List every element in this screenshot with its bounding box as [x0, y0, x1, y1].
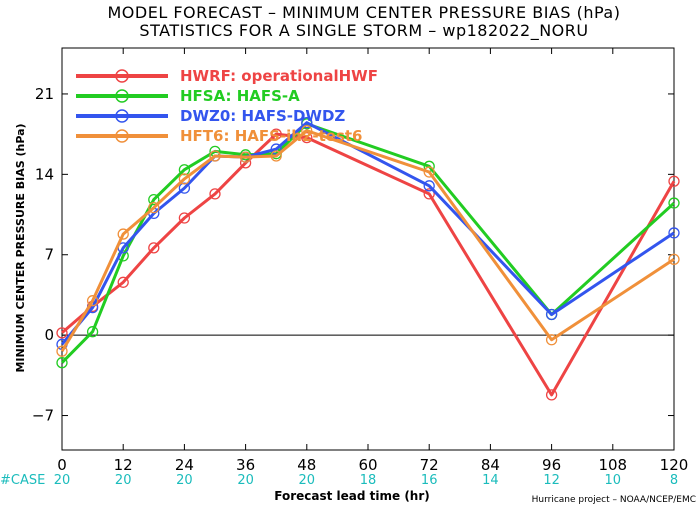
series-layer: [56, 117, 680, 401]
x-tick-label: 24: [175, 456, 194, 474]
x-tick-label: 48: [297, 456, 316, 474]
series-hwrf: [56, 128, 680, 401]
y-tick-label: 7: [44, 246, 54, 264]
case-count: 12: [543, 473, 560, 488]
data-point: [301, 125, 313, 137]
legend-marker: [115, 89, 129, 103]
data-point: [668, 197, 680, 209]
data-point: [178, 164, 191, 176]
y-tick-label: −7: [32, 407, 54, 425]
y-tick-label: 14: [35, 165, 54, 183]
data-point: [56, 345, 68, 357]
x-tick-label: 108: [598, 456, 627, 474]
data-point: [178, 173, 191, 185]
data-point: [117, 276, 129, 288]
case-count: 20: [237, 473, 254, 488]
data-point: [545, 389, 558, 401]
data-point: [423, 166, 435, 178]
data-point: [545, 308, 558, 321]
x-tick-label: 60: [358, 456, 377, 474]
legend-item: HFT6: HAFS-ih2-test6: [76, 127, 363, 145]
data-point: [668, 227, 680, 239]
x-tick-label: 96: [542, 456, 561, 474]
x-axis-label: Forecast lead time (hr): [274, 489, 430, 503]
series-hfsa: [56, 118, 680, 369]
case-count: 20: [299, 473, 316, 488]
data-point: [148, 242, 160, 254]
legend-label: HFSA: HAFS-A: [180, 87, 300, 105]
series-line: [60, 121, 675, 346]
data-point: [668, 253, 680, 265]
y-axis-label: MINIMUM CENTER PRESSURE BIAS (hPa): [14, 123, 27, 372]
case-count: 20: [176, 473, 193, 488]
data-point: [209, 188, 221, 200]
y-tick-label: 0: [44, 326, 54, 344]
data-point: [301, 117, 313, 129]
data-point: [239, 151, 252, 163]
case-count: 10: [605, 473, 622, 488]
legend-item: HFSA: HAFS-A: [76, 87, 300, 105]
case-count: 8: [670, 473, 678, 488]
case-counts: #CASE 20 20 20 20 20 18 16 14 12 10 8: [0, 473, 678, 488]
data-point: [545, 334, 558, 346]
legend-item: HWRF: operationalHWF: [76, 67, 378, 85]
case-count: 16: [421, 473, 438, 488]
data-point: [56, 327, 68, 339]
data-point: [270, 128, 282, 140]
series-line: [60, 129, 675, 352]
data-point: [86, 295, 99, 307]
legend-label: DWZ0: HAFS-DWDZ: [180, 107, 345, 125]
data-point: [56, 357, 68, 369]
x-tick-label: 120: [660, 456, 689, 474]
x-tick-label: 0: [57, 456, 67, 474]
case-count: 14: [482, 473, 499, 488]
legend-label: HWRF: operationalHWF: [180, 67, 378, 85]
legend-label: HFT6: HAFS-ih2-test6: [180, 127, 363, 145]
legend-item: DWZ0: HAFS-DWDZ: [76, 107, 345, 125]
data-point: [148, 193, 160, 206]
series-hft6: [56, 125, 680, 357]
series-line: [60, 122, 676, 364]
legend: HWRF: operationalHWF HFSA: HAFS-A DWZ0: HA…: [76, 67, 378, 145]
case-label: #CASE: [0, 473, 45, 488]
y-tick-label: 21: [35, 85, 54, 103]
series-line: [61, 132, 676, 397]
x-tick-label: 36: [236, 456, 255, 474]
x-tick-label: 72: [420, 456, 439, 474]
data-point: [209, 150, 221, 162]
case-count: 18: [360, 473, 377, 488]
data-point: [148, 202, 160, 214]
x-tick-label: 12: [114, 456, 133, 474]
data-point: [668, 175, 680, 187]
legend-marker: [115, 69, 129, 83]
axis-ticks: 0 12 24 36 48 60 72 84 96 108 120 −7 0 7 14 21: [32, 48, 688, 474]
x-tick-label: 84: [481, 456, 500, 474]
data-point: [423, 180, 435, 192]
data-point: [178, 212, 191, 224]
chart-title: MODEL FORECAST – MINIMUM CENTER PRESSURE…: [108, 3, 621, 22]
case-count: 20: [115, 473, 132, 488]
data-point: [423, 188, 435, 200]
credit-text: Hurricane project – NOAA/NCEP/EMC: [532, 495, 696, 505]
legend-marker: [115, 109, 129, 123]
data-point: [86, 326, 99, 338]
data-point: [270, 150, 282, 162]
data-point: [117, 228, 129, 240]
data-point: [178, 182, 191, 194]
case-count: 20: [54, 473, 71, 488]
chart-subtitle: STATISTICS FOR A SINGLE STORM – wp182022…: [139, 21, 588, 41]
legend-marker: [115, 129, 129, 143]
